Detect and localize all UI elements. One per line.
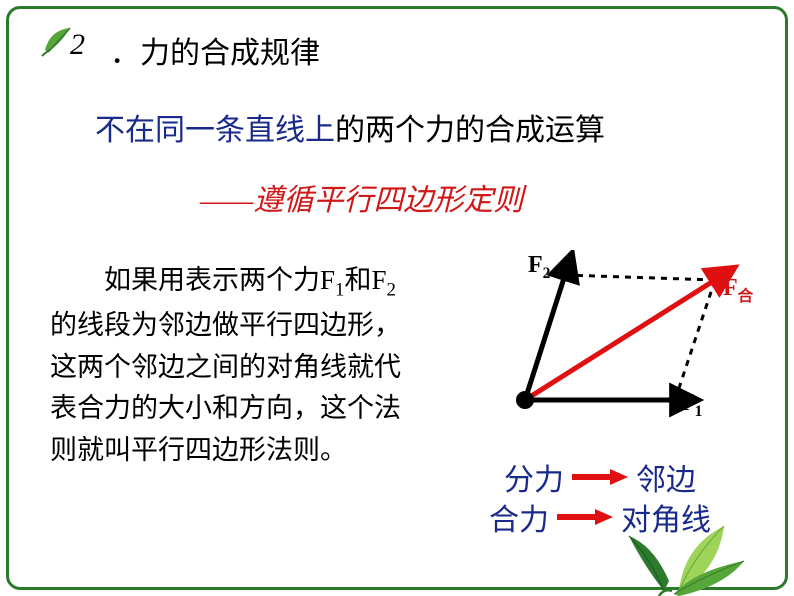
svg-text:F合: F合 [723,275,754,305]
subtitle-line-2: ——遵循平行四边形定则 [200,175,700,219]
parallelogram-diagram: F1 F2 F合 [430,250,770,450]
subtitle-line-1: 不在同一条直线上的两个力的合成运算 [95,105,715,149]
relation-1-right: 邻边 [636,455,696,499]
section-number-text: 2 [70,28,85,61]
section-title-text: ．力的合成规律 [110,37,320,70]
subtitle-rest: 的两个力的合成运算 [335,114,605,147]
arrow-icon [570,465,630,489]
svg-text:F2: F2 [528,252,551,282]
section-title: ．力的合成规律 [110,28,320,72]
relation-row-1: 分力 邻边 [430,455,770,499]
svg-text:F1: F1 [680,390,702,420]
body-paragraph: 如果用表示两个力F1和F2的线段为邻边做平行四边形，这两个邻边之间的对角线就代表… [50,260,420,472]
relation-1-left: 分力 [504,455,564,499]
rule-text: ——遵循平行四边形定则 [200,184,523,217]
subtitle-highlight: 不在同一条直线上 [95,114,335,147]
leaves-decoration-icon [584,496,764,596]
relation-2-left: 合力 [489,495,549,539]
section-number: 2 [70,28,85,62]
